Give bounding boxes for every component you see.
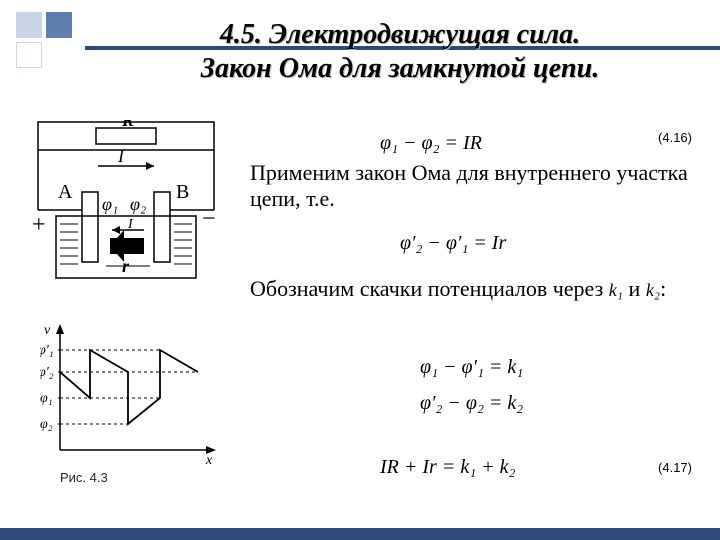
footer-bar bbox=[0, 528, 720, 540]
svg-text:φ₂: φ₂ bbox=[130, 194, 146, 214]
paragraph-1: Применим закон Ома для внутреннего участ… bbox=[250, 160, 714, 212]
svg-text:A: A bbox=[58, 181, 73, 203]
equation-4: φ′₂ − φ₂ = k₂ bbox=[420, 392, 523, 415]
equation-5-number: (4.17) bbox=[658, 460, 692, 475]
deco-square bbox=[16, 12, 42, 38]
equation-3: φ₁ − φ′₁ = k₁ bbox=[420, 356, 523, 379]
p2-and: и bbox=[629, 276, 641, 301]
svg-text:φ₁: φ₁ bbox=[40, 391, 53, 406]
equation-1-number: (4.16) bbox=[658, 130, 692, 145]
title-line-1: 4.5. Электродвижущая сила. bbox=[100, 18, 700, 52]
equation-2: φ′₂ − φ′₁ = Ir bbox=[400, 232, 506, 255]
circuit-diagram: r R I A B φ₁ φ₂ + − I bbox=[26, 120, 226, 310]
svg-text:R: R bbox=[121, 120, 134, 130]
equation-5: IR + Ir = k₁ + k₂ bbox=[380, 456, 515, 479]
slide-title: 4.5. Электродвижущая сила. Закон Ома для… bbox=[100, 18, 700, 85]
potential-graph: φ′₁ φ′₂ φ₁ φ₂ v x bbox=[40, 320, 220, 465]
deco-square bbox=[16, 42, 42, 68]
title-line-2: Закон Ома для замкнутой цепи. bbox=[100, 52, 700, 86]
k2-symbol: k₂ bbox=[646, 280, 660, 300]
svg-text:x: x bbox=[205, 453, 213, 465]
svg-text:+: + bbox=[32, 212, 46, 238]
svg-text:φ′₂: φ′₂ bbox=[40, 365, 54, 380]
deco-square bbox=[46, 12, 72, 38]
p2-colon: : bbox=[660, 276, 666, 301]
k1-symbol: k₁ bbox=[609, 280, 623, 300]
svg-text:−: − bbox=[202, 206, 216, 232]
slide: 4.5. Электродвижущая сила. Закон Ома для… bbox=[0, 0, 720, 540]
figure-caption: Рис. 4.3 bbox=[60, 470, 108, 485]
svg-text:φ₂: φ₂ bbox=[40, 417, 53, 432]
header-decoration bbox=[16, 12, 82, 60]
svg-text:φ′₁: φ′₁ bbox=[40, 343, 54, 358]
paragraph-2: Обозначим скачки потенциалов через k₁ и … bbox=[250, 276, 714, 302]
svg-text:v: v bbox=[44, 323, 51, 338]
p2-text: Обозначим скачки потенциалов через bbox=[250, 276, 603, 301]
svg-text:φ₁: φ₁ bbox=[102, 194, 118, 214]
svg-text:B: B bbox=[176, 181, 189, 203]
svg-text:I: I bbox=[117, 146, 125, 166]
equation-1: φ₁ − φ₂ = IR bbox=[380, 132, 482, 155]
